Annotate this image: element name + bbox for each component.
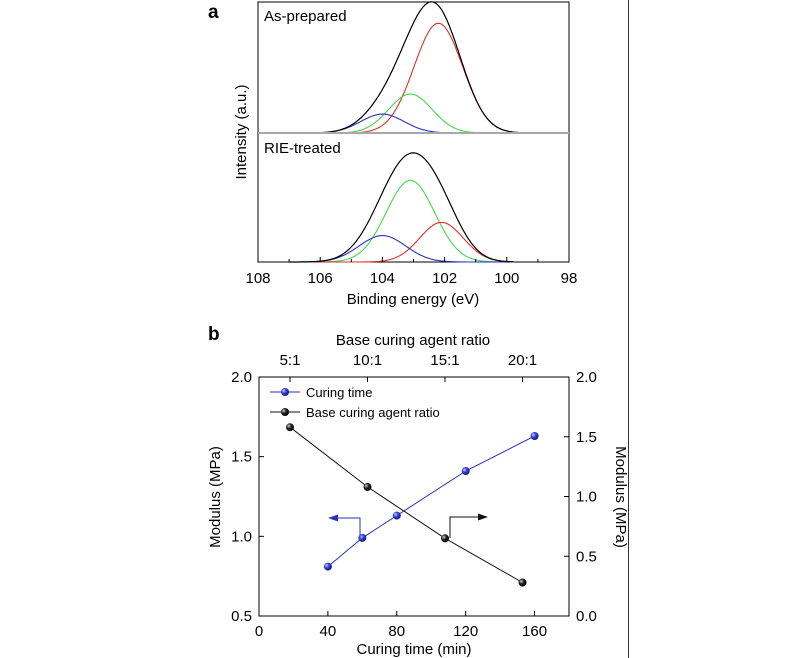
x-tick-label: 98 [561,270,578,287]
top-tick-label: 5:1 [280,352,301,369]
x-tick-label: 40 [320,623,337,640]
series-point-0 [323,562,332,571]
y-tick-label: 1.0 [231,528,252,545]
y-tick-label: 0.5 [231,608,252,625]
y-tick-label: 2.0 [231,369,252,386]
panel-b-top-axis-label: Base curing agent ratio [336,332,490,349]
series-point-0 [392,511,401,520]
component-peak-102.1 [289,221,513,263]
as-prepared-curves [320,1,520,134]
x-tick-label: 120 [453,623,478,640]
panel-b-label: b [208,324,220,345]
x-tick-label: 108 [245,270,270,287]
panel-b: b Base curing agent ratio 0 40 80 120 160 5:1… [207,324,629,658]
x-tick-label: 104 [370,270,395,287]
panel-b-right-y-axis-label: Modulus (MPa) [612,446,629,548]
x-tick-label: 80 [388,623,405,640]
right-axis-pointer-arrowhead [478,513,488,521]
panel-b-series [286,423,539,587]
x-tick-label: 0 [255,623,263,640]
x-tick-label: 106 [308,270,333,287]
y-right-tick-label: 2.0 [576,369,597,386]
rie-treated-label: RIE-treated [264,140,341,157]
panel-b-ticks: 0 40 80 120 160 5:1 10:1 15:1 20:1 0.5 1.0 1.5 2.0 0.… [231,352,597,640]
series-point-1 [441,534,449,543]
component-peak-103.1 [289,179,513,263]
y-right-tick-label: 0.5 [576,548,597,565]
y-right-tick-label: 1.5 [576,429,597,446]
panel-b-x-axis-label: Curing time (min) [356,641,471,658]
y-right-tick-label: 0.0 [576,608,597,625]
panel-a-x-ticks: 108 106 104 102 100 98 [245,257,577,287]
component-peak-104 [320,113,520,134]
left-axis-pointer-arrow [338,517,361,538]
panel-b-legend: Curing time Base curing agent ratio [270,385,440,420]
panel-a-x-axis-label: Binding energy (eV) [347,291,480,308]
series-point-1 [518,578,527,587]
series-line-0 [327,435,535,567]
y-right-tick-label: 1.0 [576,489,597,506]
x-tick-label: 102 [432,270,457,287]
y-tick-label: 1.5 [231,449,252,466]
top-tick-label: 15:1 [430,352,459,369]
series-point-0 [530,432,539,440]
legend-curing-time-marker [281,388,289,396]
legend-ratio-marker [281,408,289,416]
envelope-curve [289,152,513,263]
panel-b-y-axis-label: Modulus (MPa) [207,446,224,548]
x-tick-label: 160 [522,623,547,640]
component-peak-104 [289,235,513,263]
top-tick-label: 20:1 [508,352,537,369]
right-divider-line [628,0,629,658]
series-point-1 [286,423,294,432]
rie-treated-curves [289,152,513,263]
left-axis-pointer-arrowhead [328,514,338,522]
top-tick-label: 10:1 [353,352,382,369]
series-point-1 [363,482,372,491]
right-axis-pointer-arrow [449,516,478,538]
panel-a-y-axis-label: Intensity (a.u.) [233,84,250,179]
as-prepared-label: As-prepared [264,8,347,25]
panel-a-label: a [208,2,219,23]
envelope-curve [320,1,520,134]
series-point-0 [461,467,470,475]
x-tick-label: 100 [494,270,519,287]
legend-curing-time-label: Curing time [306,385,372,400]
series-line-1 [289,426,523,583]
legend-ratio-label: Base curing agent ratio [306,405,440,420]
panel-a: a As-prepared RIE-treated 108 106 104 102 10… [208,1,577,308]
component-peak-102.2 [320,22,520,134]
